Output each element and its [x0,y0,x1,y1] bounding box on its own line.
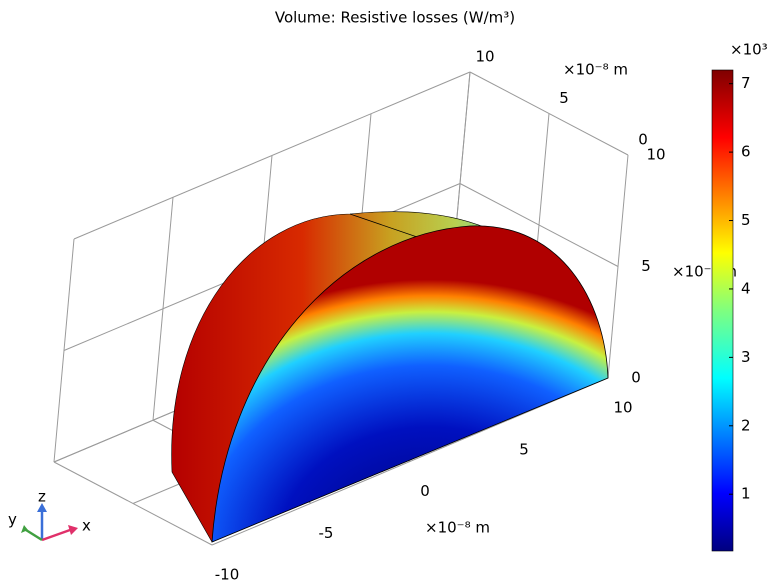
colorbar: 1 2 3 4 5 6 7 [711,69,751,552]
cut-face [211,225,609,543]
colorbar-tick-label: 3 [741,348,751,366]
z-tick-label: 5 [641,257,651,275]
colorbar-multiplier: ×10³ [730,41,768,59]
chart-title: Volume: Resistive losses (W/m³) [275,9,515,27]
colorbar-tick-label: 1 [741,485,751,503]
z-tick-label: 0 [631,369,641,387]
colorbar-tick-label: 2 [741,416,751,434]
y-axis-unit: ×10⁻⁸ m [563,61,628,79]
y-tick-label: 5 [559,89,569,107]
x-tick-label: 10 [613,399,632,417]
y-tick-label: 0 [638,131,648,149]
z-tick-label: 10 [646,146,665,164]
x-tick-label: 0 [420,482,430,500]
grid-line [459,183,619,267]
grid-line [211,377,609,546]
colorbar-tick-label: 6 [741,143,751,161]
x-tick-label: -10 [215,566,240,584]
colorbar-scale [711,69,734,552]
top-seam [349,213,421,239]
colorbar-tick-label: 5 [741,211,751,229]
colorbar-tick-label: 7 [741,74,751,92]
colorbar-tick-label: 4 [741,279,751,297]
grid-line [469,71,629,156]
triad-label: z [38,488,46,506]
axis-triad: x y z [8,488,91,542]
x-tick-label: 5 [519,440,529,458]
triad-label: y [8,511,17,529]
y-tick-label: 10 [475,48,494,66]
x-tick-label: -5 [319,524,334,542]
grid-line [73,71,471,240]
triad-label: x [82,517,91,535]
x-axis-unit: ×10⁻⁸ m [425,519,490,537]
